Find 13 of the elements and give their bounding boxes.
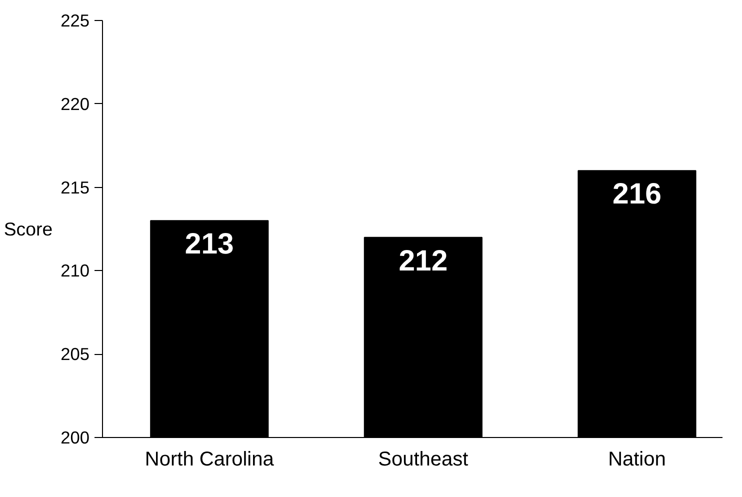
y-tick-label: 215 <box>60 177 90 198</box>
x-tick-label: Southeast <box>378 448 469 470</box>
x-tick-label: Nation <box>608 448 666 470</box>
data-label: 213 <box>184 228 234 261</box>
data-label: 212 <box>398 244 448 278</box>
y-tick-label: 220 <box>60 94 90 114</box>
data-label: 216 <box>612 178 662 211</box>
y-tick-label: 205 <box>60 344 90 364</box>
y-tick-label: 200 <box>60 428 90 448</box>
y-tick-label: 225 <box>60 10 90 30</box>
x-tick-label: North Carolina <box>144 448 275 470</box>
y-axis-title: Score <box>4 218 53 240</box>
y-tick-label: 210 <box>60 260 90 281</box>
